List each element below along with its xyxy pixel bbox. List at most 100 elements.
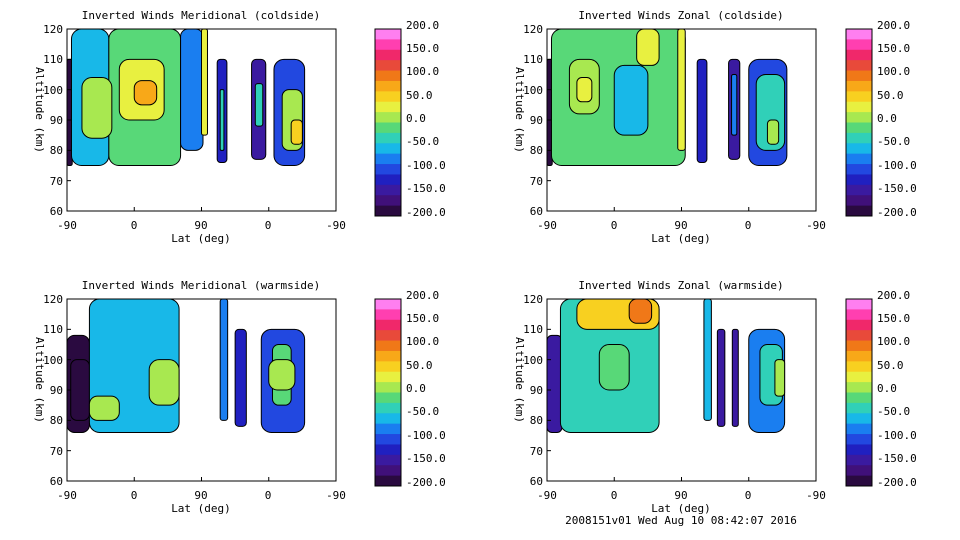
colorbar-tick-label: 150.0 [877,42,910,55]
colorbar-swatch [846,382,872,393]
contour-region [703,298,712,421]
contour-region [268,359,296,391]
colorbar-swatch [846,49,872,61]
y-tick-label: 120 [523,293,543,306]
y-axis-label: Altitude (km) [33,337,46,423]
x-tick-label: 0 [611,489,618,502]
x-tick-label: 90 [674,489,687,502]
y-axis: 60 70 80 90 100 110 120 [523,23,543,218]
x-axis-label: Lat (deg) [171,232,231,245]
contour-region [576,77,593,103]
x-tick-label: -90 [537,219,557,232]
colorbar-swatch [375,49,401,61]
colorbar: 200.0 150.0 100.0 50.0 0.0 -50.0 -100.0 … [374,19,446,219]
colorbar-swatch [375,465,401,477]
x-tick-label: 90 [674,219,687,232]
colorbar-swatch [375,413,401,425]
colorbar-tick-label: 200.0 [877,289,910,302]
colorbar-swatch [846,29,872,40]
colorbar-swatch [375,444,401,456]
colorbar-swatch [846,361,872,373]
plot-area [546,28,788,166]
colorbar-swatch [846,39,872,51]
colorbar-frame [845,298,873,487]
x-axis: -90 0 90 0 -90 [537,219,826,232]
colorbar-swatch [375,299,401,310]
colorbar-tick-label: 0.0 [877,382,897,395]
colorbar: 200.0 150.0 100.0 50.0 0.0 -50.0 -100.0 … [845,289,917,489]
colorbar-swatch [375,402,401,414]
contour-region [636,28,660,66]
colorbar-swatch [846,371,872,383]
x-axis: -90 0 90 0 -90 [57,219,346,232]
x-tick-label: -90 [326,489,346,502]
tick-marks [66,28,337,212]
y-tick-label: 60 [530,205,543,218]
colorbar-swatch [846,475,872,487]
x-tick-label: -90 [806,219,826,232]
contour-region [696,58,708,163]
x-tick-label: 0 [265,219,272,232]
colorbar-tick-label: 200.0 [406,289,439,302]
y-tick-label: 60 [530,475,543,488]
colorbar-swatch [846,423,872,435]
x-tick-label: 0 [131,219,138,232]
x-tick-label: -90 [537,489,557,502]
tick-marks [546,298,817,482]
colorbar-swatch [375,91,401,103]
colorbar-swatch [375,475,401,487]
x-tick-label: 0 [745,489,752,502]
colorbar-swatch [846,309,872,321]
colorbar-swatch [846,444,872,456]
colorbar-swatch [846,299,872,310]
colorbar-swatch [846,112,872,123]
colorbar-tick-label: -50.0 [406,405,439,418]
contour-region [290,119,303,145]
colorbar-swatch [375,340,401,352]
colorbar-swatch [846,402,872,414]
y-tick-label: 110 [43,323,63,336]
colorbar-tick-label: -100.0 [406,429,446,442]
x-axis-label: Lat (deg) [171,502,231,515]
colorbar-swatch [846,434,872,445]
contour-region [677,28,686,151]
x-axis: -90 0 90 0 -90 [537,489,826,502]
colorbar-swatch [375,205,401,217]
contour-region [133,80,158,106]
contour-region [546,334,563,433]
colorbar-tick-label: 50.0 [406,89,433,102]
colorbar-swatch [375,174,401,186]
colorbar-tick-label: -150.0 [877,452,917,465]
contour-region [716,328,726,427]
colorbar-swatch [375,454,401,466]
x-tick-label: 90 [194,219,207,232]
colorbar-swatch [375,70,401,82]
colorbar-swatch [375,60,401,72]
colorbar-swatch [846,174,872,186]
y-tick-label: 70 [50,445,63,458]
contour-region [598,344,630,391]
contour-region [628,298,653,324]
colorbar-swatch [846,132,872,144]
contour-region [148,359,180,406]
colorbar-swatch [846,164,872,175]
colorbar-swatch [846,153,872,165]
colorbar-tick-label: 150.0 [406,42,439,55]
contour-region [731,74,738,136]
contour-region [180,28,204,151]
colorbar-tick-label: -150.0 [877,182,917,195]
y-axis-label: Altitude (km) [513,67,526,153]
colorbar-swatch [375,80,401,92]
colorbar-swatch [375,29,401,40]
x-tick-label: 0 [745,219,752,232]
colorbar-swatch [375,330,401,342]
contour-region [254,83,264,127]
colorbar-swatch [375,423,401,435]
x-axis-label: Lat (deg) [651,232,711,245]
y-tick-label: 80 [530,144,543,157]
plot-area [66,298,306,433]
panel-meridional-warmside: Inverted Winds Meridional (warmside) -90… [33,279,446,515]
contour-region [731,328,739,427]
x-axis: -90 0 90 0 -90 [57,489,346,502]
